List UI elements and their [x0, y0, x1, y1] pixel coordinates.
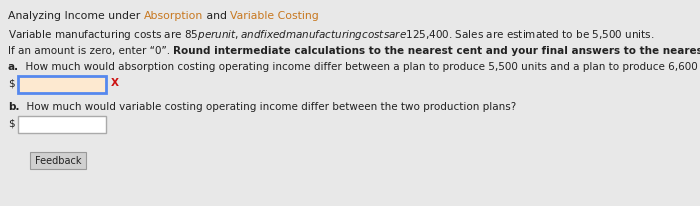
Text: X: X — [111, 78, 119, 88]
Text: $: $ — [8, 118, 15, 128]
Bar — [18, 116, 106, 133]
Text: Variable manufacturing costs are $85 per unit, and fixed manufacturing costs are: Variable manufacturing costs are $85 per… — [8, 28, 655, 42]
Bar — [30, 152, 86, 169]
Text: $: $ — [8, 78, 15, 88]
Text: Feedback: Feedback — [35, 156, 81, 165]
Text: Variable Costing: Variable Costing — [230, 11, 319, 21]
Text: If an amount is zero, enter “0”.: If an amount is zero, enter “0”. — [8, 46, 174, 56]
Bar — [18, 76, 106, 93]
Text: and: and — [203, 11, 230, 21]
Text: Analyzing Income under: Analyzing Income under — [8, 11, 143, 21]
Text: a.: a. — [8, 62, 19, 72]
Text: How much would absorption costing operating income differ between a plan to prod: How much would absorption costing operat… — [19, 62, 700, 72]
Text: How much would variable costing operating income differ between the two producti: How much would variable costing operatin… — [20, 102, 516, 112]
Text: Round intermediate calculations to the nearest cent and your final answers to th: Round intermediate calculations to the n… — [174, 46, 700, 56]
Text: Absorption: Absorption — [144, 11, 203, 21]
Text: b.: b. — [8, 102, 20, 112]
